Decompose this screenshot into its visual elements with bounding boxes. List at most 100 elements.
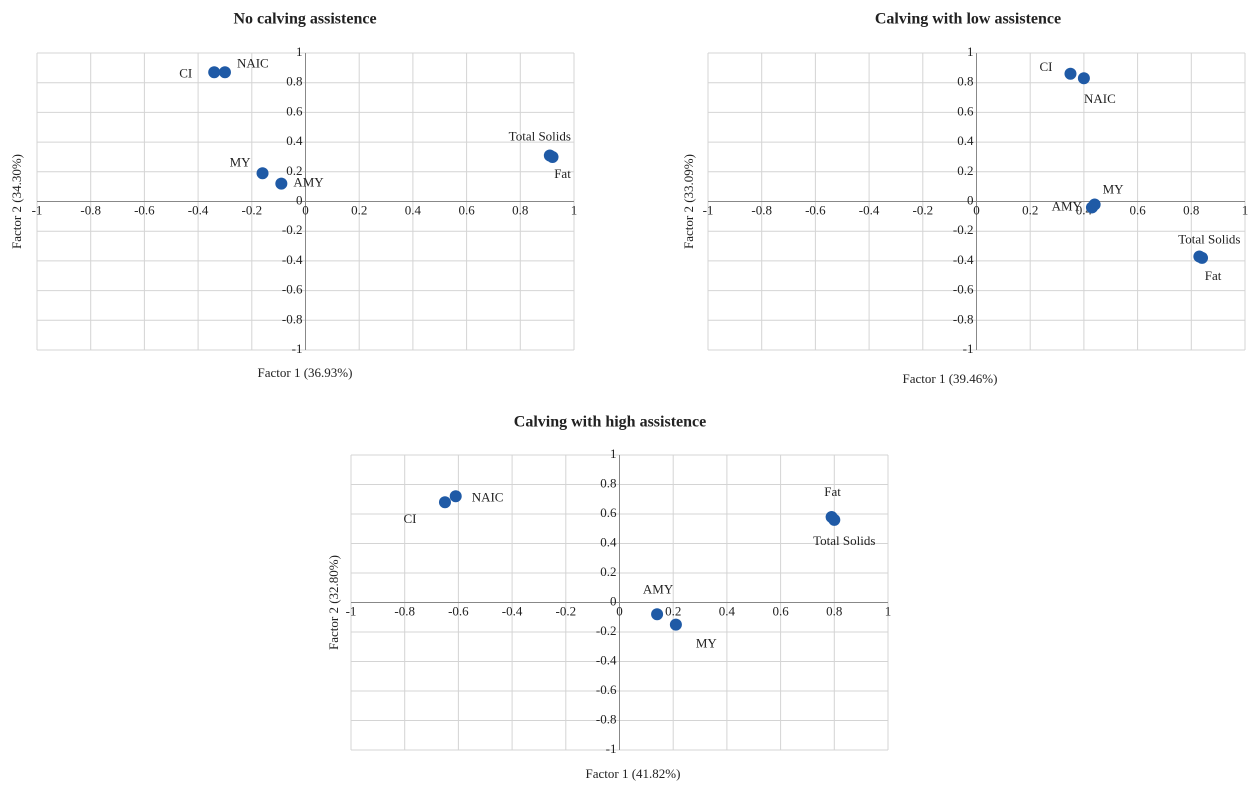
point-label: NAIC xyxy=(1084,91,1116,106)
y-tick-label: 0.6 xyxy=(286,103,303,118)
y-tick-label: 0.2 xyxy=(600,564,616,579)
chart-title: Calving with low assistence xyxy=(875,11,1061,28)
y-tick-label: -0.6 xyxy=(953,282,974,297)
x-axis-label: Factor 1 (39.46%) xyxy=(903,371,998,386)
x-tick-label: 0.2 xyxy=(1022,202,1038,217)
y-tick-label: 0.8 xyxy=(600,475,616,490)
x-axis-label: Factor 1 (41.82%) xyxy=(586,766,681,781)
x-tick-label: -0.2 xyxy=(242,202,263,217)
point xyxy=(438,496,451,509)
point-label: Fat xyxy=(824,484,841,499)
x-axis-label: Factor 1 (36.93%) xyxy=(258,365,353,380)
y-tick-label: -0.2 xyxy=(596,623,617,638)
y-tick-label: 0 xyxy=(610,593,617,608)
y-tick-label: -0.4 xyxy=(953,252,974,267)
x-tick-label: -0.8 xyxy=(80,202,101,217)
x-tick-label: 0 xyxy=(973,202,980,217)
x-tick-label: 0.8 xyxy=(1183,202,1199,217)
point xyxy=(1077,72,1090,85)
x-tick-label: 0.2 xyxy=(665,603,681,618)
y-tick-label: 0.6 xyxy=(600,505,617,520)
y-tick-label: 1 xyxy=(610,446,617,461)
x-tick-label: -0.4 xyxy=(502,603,523,618)
x-tick-label: 0.4 xyxy=(719,603,736,618)
x-tick-label: 0.6 xyxy=(772,603,789,618)
x-tick-label: 0.6 xyxy=(1129,202,1146,217)
y-axis-label: Factor 2 (34.30%) xyxy=(9,154,24,249)
x-tick-label: -1 xyxy=(346,603,357,618)
point xyxy=(1196,251,1209,264)
y-tick-label: 0.6 xyxy=(957,103,974,118)
y-tick-label: 0.4 xyxy=(600,534,617,549)
y-tick-label: -0.8 xyxy=(596,711,617,726)
point xyxy=(256,167,269,180)
point-label: MY xyxy=(696,636,718,651)
point xyxy=(828,513,841,526)
y-axis-label: Factor 2 (33.09%) xyxy=(681,154,696,249)
y-tick-label: 1 xyxy=(296,44,303,59)
x-tick-label: 1 xyxy=(885,603,892,618)
point-label: MY xyxy=(1103,181,1125,196)
chart-title: No calving assistence xyxy=(233,11,376,28)
point-label: Total Solids xyxy=(1178,231,1240,246)
point xyxy=(669,618,682,631)
y-tick-label: 0.2 xyxy=(957,163,973,178)
x-tick-label: -0.2 xyxy=(913,202,934,217)
y-tick-label: 0.8 xyxy=(957,74,973,89)
y-tick-label: -0.6 xyxy=(596,682,617,697)
y-tick-label: -0.2 xyxy=(282,222,303,237)
point-label: Fat xyxy=(554,166,571,181)
x-tick-label: -0.6 xyxy=(805,202,826,217)
y-tick-label: -0.4 xyxy=(282,252,303,267)
point-label: CI xyxy=(179,65,192,80)
point-label: NAIC xyxy=(237,55,269,70)
y-tick-label: -1 xyxy=(292,341,303,356)
point xyxy=(218,66,231,79)
point xyxy=(275,177,288,190)
x-tick-label: 1 xyxy=(1242,202,1249,217)
y-axis-label: Factor 2 (32.80%) xyxy=(326,555,341,650)
y-tick-label: 0 xyxy=(967,192,974,207)
chart-title: Calving with high assistence xyxy=(514,414,706,431)
y-tick-label: 0 xyxy=(296,192,303,207)
point-label: AMY xyxy=(293,175,324,190)
x-tick-label: -0.2 xyxy=(556,603,577,618)
x-tick-label: -0.6 xyxy=(134,202,155,217)
y-tick-label: -0.8 xyxy=(282,311,303,326)
point-label: CI xyxy=(403,511,416,526)
point xyxy=(449,490,462,503)
x-tick-label: 0 xyxy=(616,603,623,618)
point-label: CI xyxy=(1039,59,1052,74)
point xyxy=(651,608,664,621)
x-tick-label: 0.8 xyxy=(512,202,528,217)
x-tick-label: -0.4 xyxy=(188,202,209,217)
y-tick-label: -0.4 xyxy=(596,652,617,667)
y-tick-label: -0.6 xyxy=(282,282,303,297)
y-tick-label: 0.4 xyxy=(957,133,974,148)
point-label: NAIC xyxy=(472,489,504,504)
x-tick-label: 0.2 xyxy=(351,202,367,217)
y-tick-label: 1 xyxy=(967,44,974,59)
y-tick-label: -0.2 xyxy=(953,222,974,237)
x-tick-label: 0 xyxy=(302,202,309,217)
point xyxy=(1085,201,1098,214)
point-label: Total Solids xyxy=(813,533,875,548)
x-tick-label: -1 xyxy=(32,202,43,217)
x-tick-label: 1 xyxy=(571,202,578,217)
y-tick-label: 0.8 xyxy=(286,74,302,89)
point-label: AMY xyxy=(1052,198,1083,213)
point-label: Total Solids xyxy=(509,128,571,143)
point xyxy=(1064,67,1077,80)
point xyxy=(208,66,221,79)
x-tick-label: -1 xyxy=(703,202,714,217)
y-tick-label: -1 xyxy=(963,341,974,356)
y-tick-label: 0.4 xyxy=(286,133,303,148)
point-label: Fat xyxy=(1205,268,1222,283)
x-tick-label: -0.8 xyxy=(394,603,415,618)
x-tick-label: -0.8 xyxy=(751,202,772,217)
y-tick-label: 0.2 xyxy=(286,163,302,178)
x-tick-label: 0.8 xyxy=(826,603,842,618)
x-tick-label: -0.4 xyxy=(859,202,880,217)
